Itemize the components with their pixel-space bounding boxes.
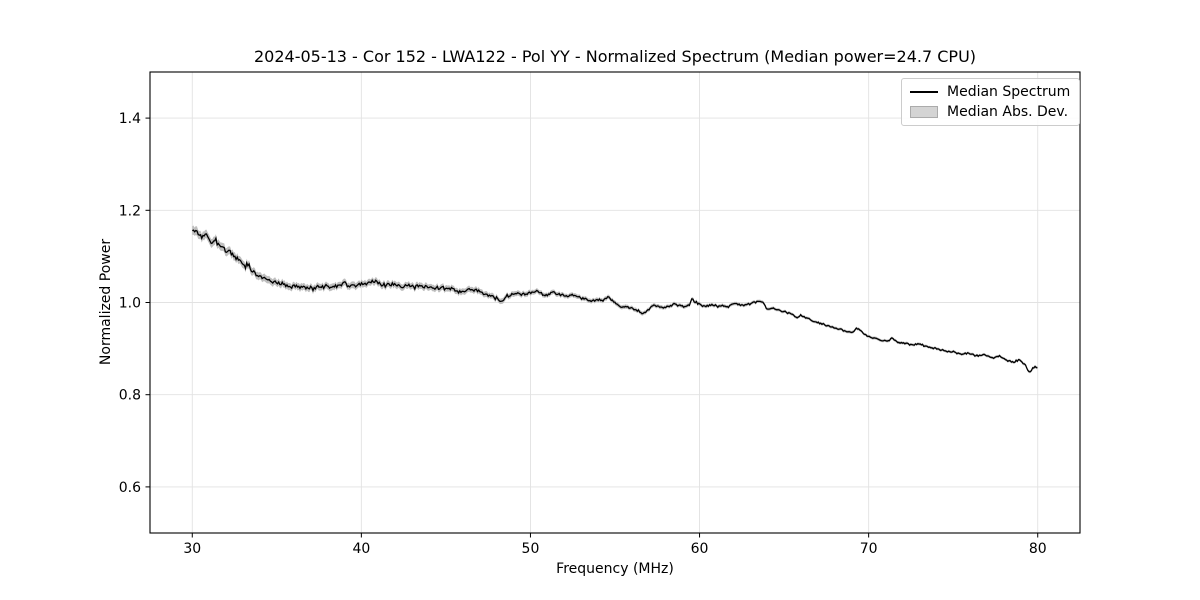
legend-item-median-spectrum: Median Spectrum <box>910 84 1070 100</box>
x-tick-label: 60 <box>691 541 709 557</box>
x-tick-label: 40 <box>352 541 370 557</box>
y-tick-label: 1.4 <box>119 111 141 127</box>
median-spectrum-line <box>192 229 1038 373</box>
y-axis-label: Normalized Power <box>98 238 114 366</box>
y-tick-label: 1.0 <box>119 296 141 312</box>
x-tick-label: 30 <box>183 541 201 557</box>
median-abs-dev-band <box>192 225 1038 374</box>
x-tick-label: 50 <box>522 541 540 557</box>
patch-sample-icon <box>910 106 938 118</box>
x-tick-label: 70 <box>860 541 878 557</box>
line-sample-icon <box>910 91 938 93</box>
legend-item-median-abs-dev: Median Abs. Dev. <box>910 104 1070 120</box>
legend-label: Median Spectrum <box>947 84 1071 100</box>
y-tick-label: 0.6 <box>119 480 141 496</box>
y-tick-label: 1.2 <box>119 203 141 219</box>
legend-label: Median Abs. Dev. <box>947 104 1069 120</box>
x-tick-label: 80 <box>1029 541 1047 557</box>
x-axis-label: Frequency (MHz) <box>556 561 674 577</box>
y-tick-label: 0.8 <box>119 388 141 404</box>
chart-title: 2024-05-13 - Cor 152 - LWA122 - Pol YY -… <box>253 47 977 66</box>
legend: Median Spectrum Median Abs. Dev. <box>901 78 1081 126</box>
